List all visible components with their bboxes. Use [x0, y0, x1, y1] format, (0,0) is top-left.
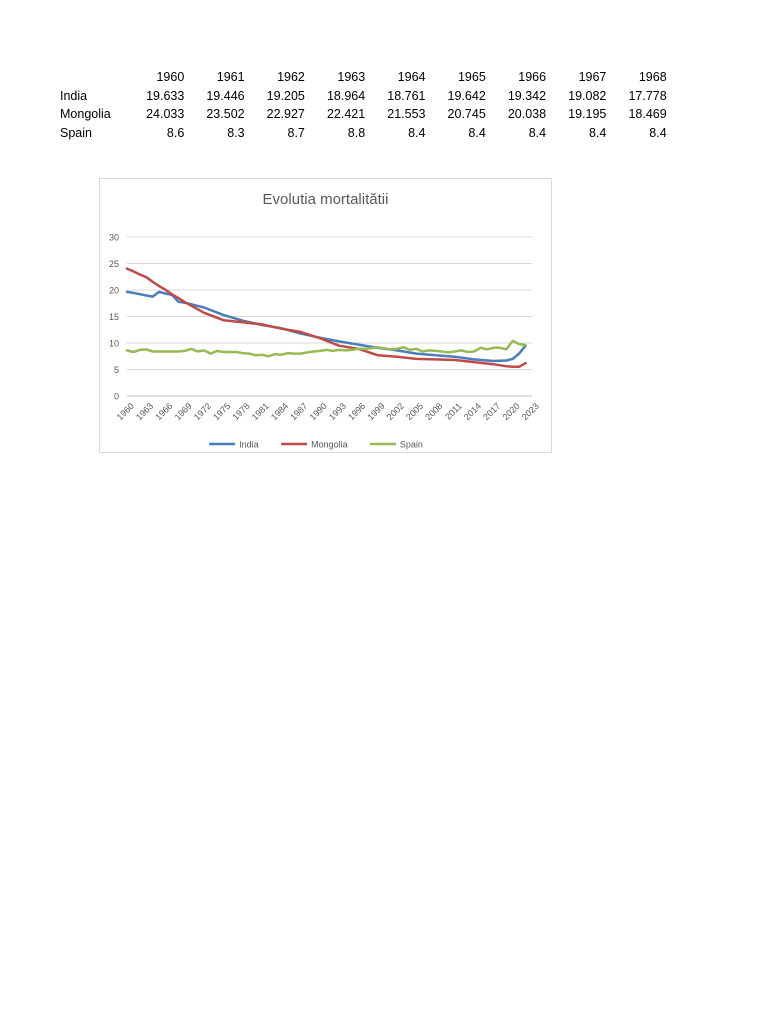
table-cell: 20.745	[447, 107, 486, 121]
x-tick-label: 2005	[404, 401, 425, 422]
x-tick-label: 1966	[153, 401, 174, 422]
table-cell: 21.553	[387, 107, 426, 121]
table-cell: 18.469	[628, 107, 667, 121]
table-cell: 8.4	[649, 125, 667, 140]
year-header-cell: 1960	[156, 70, 185, 84]
year-header-cell: 1965	[457, 70, 486, 84]
header-row: 1960 1961 1962 1963 1964 1965 1966 1967 1968	[60, 68, 667, 87]
table-cell: 24.033	[146, 107, 185, 121]
header-corner-cell	[60, 68, 124, 87]
year-header-cell: 1968	[638, 70, 667, 84]
data-table: 1960 1961 1962 1963 1964 1965 1966 1967 1968 Ind…	[60, 68, 667, 142]
table-cell: 8.3	[227, 125, 245, 140]
table-cell: 8.8	[347, 125, 366, 140]
table-cell: 8.4	[408, 125, 426, 140]
table-cell: 19.633	[146, 88, 185, 103]
table-cell: 23.502	[206, 107, 245, 121]
x-tick-label: 1993	[327, 401, 348, 422]
y-tick-label: 20	[109, 286, 119, 296]
row-label: India	[60, 88, 88, 103]
x-tick-label: 1963	[134, 401, 155, 422]
x-tick-label: 2020	[500, 401, 521, 422]
x-tick-label: 2017	[481, 401, 502, 422]
x-tick-label: 1978	[230, 401, 251, 422]
table-cell: 8.4	[528, 125, 547, 140]
table-cell: 8.4	[588, 125, 607, 140]
table-cell: 18.964	[326, 88, 366, 103]
y-tick-label: 0	[114, 392, 119, 402]
line-chart: 0 5 10 15 20 25 30 1960196319661969197219751978…	[109, 233, 541, 450]
table-cell: 19.082	[568, 88, 607, 103]
y-tick-label: 30	[109, 233, 119, 243]
x-tick-label: 2008	[423, 401, 444, 422]
y-tick-label: 15	[109, 312, 119, 322]
chart-title: Evolutia mortalitătii	[262, 191, 389, 208]
x-tick-label: 1975	[211, 401, 232, 422]
table-cell: 8.6	[166, 125, 185, 140]
y-tick-label: 10	[109, 339, 119, 349]
x-tick-label: 1969	[173, 401, 194, 422]
year-header-cell: 1962	[277, 70, 305, 84]
table-cell: 18.761	[387, 88, 426, 103]
x-tick-label: 2023	[520, 401, 541, 422]
table-cell: 22.927	[266, 107, 305, 121]
x-tick-label: 1960	[115, 401, 136, 422]
series-line-mongolia	[125, 267, 527, 369]
x-tick-label: 1984	[269, 401, 290, 422]
table-cell: 19.642	[447, 88, 486, 103]
table-cell: 19.446	[206, 88, 245, 103]
year-header-cell: 1963	[337, 70, 366, 84]
legend-label-india: India	[239, 440, 259, 450]
chart-container: Evolutia mortalitătii 0 5 10 15 20 25 30 1960 19…	[99, 178, 552, 453]
x-tick-label: 1990	[308, 401, 329, 422]
x-tick-label: 2011	[443, 401, 464, 422]
table-cell: 19.342	[507, 88, 547, 103]
row-label: Spain	[60, 125, 92, 140]
year-header-cell: 1961	[216, 70, 245, 84]
x-tick-label: 1981	[250, 401, 271, 422]
table-cell: 8.4	[468, 125, 486, 140]
x-tick-label: 1972	[192, 401, 213, 422]
row-label: Mongolia	[60, 107, 111, 121]
table-cell: 20.038	[507, 107, 547, 121]
table-cell: 8.7	[287, 125, 305, 140]
x-tick-label: 1987	[288, 401, 309, 422]
y-tick-label: 25	[109, 259, 119, 269]
x-tick-label: 2014	[462, 401, 483, 422]
table-row: Mongolia 24.033 23.502 22.927 22.421 21.553 20…	[60, 105, 667, 124]
table-row: Spain 8.6 8.3 8.7 8.8 8.4 8.4 8.4 8.4 8.4	[60, 124, 667, 143]
x-tick-label: 1999	[365, 401, 386, 422]
table-cell: 19.195	[568, 107, 607, 121]
table-cell: 17.778	[628, 88, 667, 103]
y-tick-label: 5	[114, 365, 119, 375]
year-header-cell: 1966	[518, 70, 547, 84]
legend-label-spain: Spain	[400, 440, 423, 450]
table-cell: 19.205	[266, 88, 305, 103]
table-cell: 22.421	[326, 107, 366, 121]
table-row: India 19.633 19.446 19.205 18.964 18.761 19.64…	[60, 87, 667, 106]
year-header-cell: 1964	[397, 70, 426, 84]
legend-label-mongolia: Mongolia	[311, 440, 348, 450]
x-tick-label: 2002	[385, 401, 406, 422]
series-line-spain	[125, 339, 527, 358]
year-header-cell: 1967	[578, 70, 607, 84]
x-tick-label: 1996	[346, 401, 367, 422]
